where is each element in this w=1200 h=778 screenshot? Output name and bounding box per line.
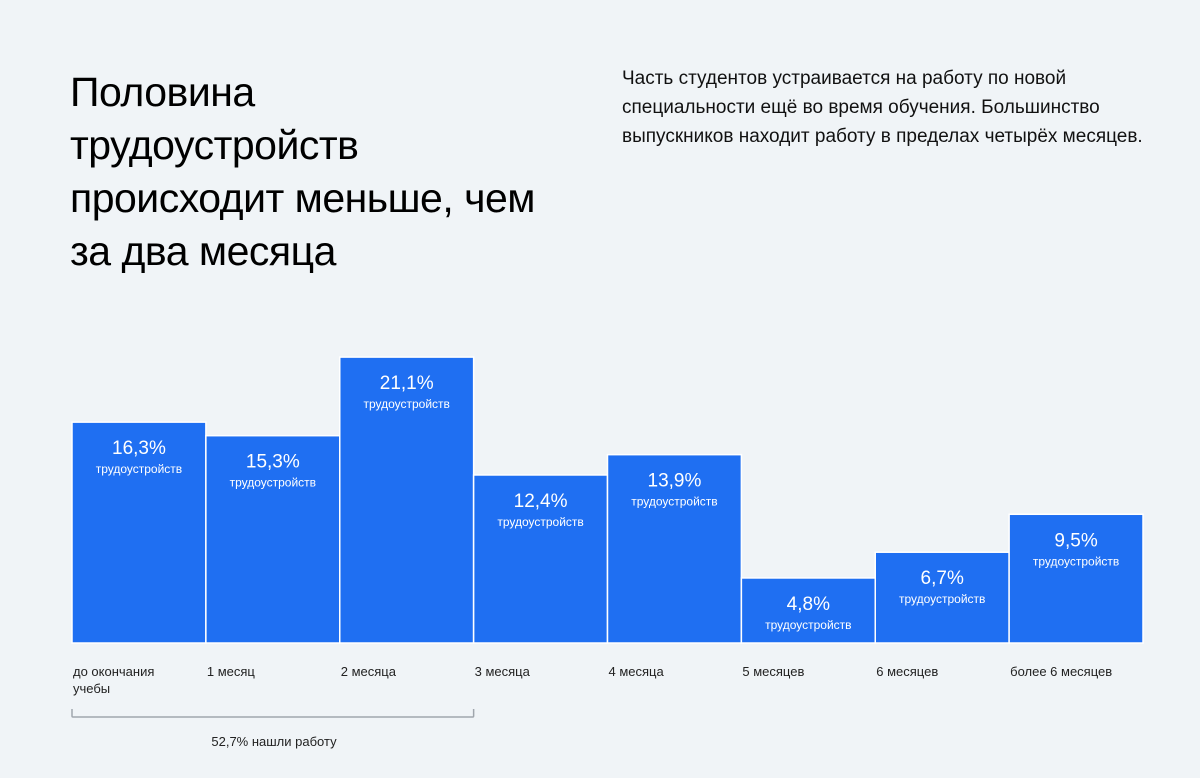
- bar: [205, 434, 341, 644]
- bar: [606, 453, 743, 644]
- bar-unit-label: трудоустройств: [631, 495, 717, 509]
- bracket-line: [71, 709, 475, 718]
- category-label: 2 месяца: [341, 664, 397, 679]
- bar: [339, 356, 475, 644]
- bar-unit-label: трудоустройств: [1033, 554, 1119, 568]
- bracket-annotation-label: 52,7% нашли работу: [211, 734, 337, 749]
- bar-unit-label: трудоустройств: [230, 476, 316, 490]
- category-label: 3 месяца: [475, 664, 531, 679]
- bar-unit-label: трудоустройств: [899, 592, 985, 606]
- bar: [740, 577, 876, 644]
- category-label: 6 месяцев: [876, 664, 938, 679]
- bar: [71, 421, 207, 644]
- bar-value-label: 6,7%: [921, 568, 964, 589]
- bar-value-label: 4,8%: [787, 594, 830, 615]
- bar-value-label: 12,4%: [514, 491, 568, 512]
- category-label: до окончания учебы: [73, 664, 154, 696]
- page-title: Половина трудоустройств происходит меньш…: [70, 69, 535, 274]
- bar-value-label: 15,3%: [246, 452, 300, 473]
- category-label: 1 месяц: [207, 664, 256, 679]
- bar-value-label: 16,3%: [112, 438, 166, 459]
- bar-value-label: 9,5%: [1054, 530, 1097, 551]
- category-label: 5 месяцев: [742, 664, 804, 679]
- page-description: Часть студентов устраивается на работу п…: [622, 68, 1143, 147]
- bar: [1008, 513, 1144, 644]
- bar-value-label: 21,1%: [380, 373, 434, 394]
- bar-unit-label: трудоустройств: [765, 618, 851, 632]
- bar-unit-label: трудоустройств: [497, 515, 583, 529]
- bar: [874, 551, 1010, 644]
- bar-unit-label: трудоустройств: [363, 397, 449, 411]
- category-label: более 6 месяцев: [1010, 664, 1112, 679]
- category-label: 4 месяца: [609, 664, 665, 679]
- bar-unit-label: трудоустройств: [96, 462, 182, 476]
- bar-value-label: 13,9%: [648, 471, 702, 492]
